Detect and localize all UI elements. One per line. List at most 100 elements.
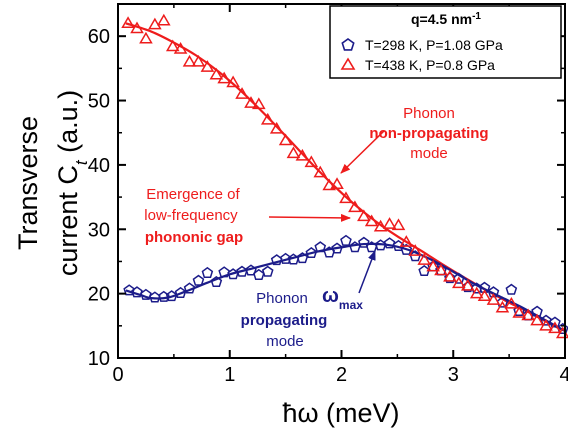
data-point-blue-pentagon: [340, 234, 352, 246]
legend-title: q=4.5 nm-1: [411, 11, 481, 28]
y-tick-label: 60: [88, 26, 110, 48]
data-point-blue-pentagon: [383, 237, 396, 249]
data-point-blue-pentagon: [540, 314, 552, 326]
data-point-red-triangle: [226, 75, 240, 88]
data-point-red-triangle: [295, 148, 310, 161]
data-point-blue-pentagon: [358, 236, 370, 248]
annotation-arrow-non-propagating: [340, 130, 385, 174]
data-point-red-triangle: [148, 17, 162, 30]
data-point-red-triangle: [200, 60, 215, 72]
data-point-red-triangle: [521, 308, 535, 321]
data-point-blue-pentagon: [400, 243, 413, 255]
annotation-phononic-gap: Emergence of low-frequency phononic gap: [144, 186, 351, 246]
y-tick-label: 50: [88, 91, 110, 113]
data-point-red-triangle: [322, 178, 337, 191]
data-point-red-triangle: [539, 318, 553, 331]
data-point-blue-pentagon: [201, 266, 214, 278]
data-point-blue-pentagon: [261, 265, 274, 277]
y-tick-label: 30: [88, 219, 110, 241]
annotation-propagating-text: propagating: [241, 312, 328, 329]
data-point-red-triangle: [504, 296, 519, 309]
x-axis-title: ħω (meV): [282, 398, 399, 428]
data-point-red-triangle: [173, 42, 188, 54]
x-tick-label: 2: [336, 364, 347, 386]
legend-entry-blue: T=298 K, P=1.08 GPa: [365, 37, 503, 53]
data-point-blue-pentagon: [331, 242, 343, 254]
data-point-blue-pentagon: [174, 286, 187, 298]
x-tick-label: 1: [224, 364, 235, 386]
data-point-blue-pentagon: [314, 241, 327, 253]
annotation-non-propagating: Phonon non-propagating mode: [340, 105, 489, 174]
data-point-red-triangle: [139, 31, 153, 44]
data-point-red-triangle: [364, 214, 379, 227]
y-axis-title-line2: current Ct (a.u.): [53, 90, 91, 276]
data-point-blue-pentagon: [470, 282, 483, 294]
x-tick-label: 4: [559, 364, 568, 386]
data-point-red-triangle: [399, 235, 414, 247]
data-point-red-triangle: [269, 121, 284, 134]
data-point-red-triangle: [495, 300, 510, 313]
y-axis-title-line1: Transverse: [13, 116, 43, 250]
fit-line-blue: [125, 242, 566, 332]
annotation-low-frequency: low-frequency: [144, 207, 238, 224]
legend-triangle-marker: [340, 57, 356, 70]
data-point-blue-pentagon: [210, 275, 223, 288]
annotation-emergence: Emergence of: [146, 186, 240, 203]
y-tick-label: 40: [88, 155, 110, 177]
data-point-red-triangle: [313, 165, 328, 178]
x-tick-label: 0: [112, 364, 123, 386]
annotation-arrow-omega-max: [358, 250, 376, 294]
data-point-red-triangle: [417, 253, 431, 265]
data-point-red-triangle: [244, 96, 258, 108]
data-point-red-triangle: [191, 54, 206, 67]
data-point-red-triangle: [408, 244, 423, 256]
data-point-blue-pentagon: [444, 272, 456, 284]
data-point-blue-pentagon: [487, 286, 500, 298]
y-tick-label: 20: [88, 284, 110, 306]
annotation-propagating: Phonon ωmax propagating mode: [241, 250, 376, 350]
fit-line-red: [125, 22, 566, 332]
data-point-red-triangle: [165, 39, 180, 52]
data-point-red-triangle: [304, 155, 319, 168]
data-point-red-triangle: [182, 54, 197, 67]
annotation-phonon-top: Phonon: [403, 105, 455, 122]
data-point-red-triangle: [477, 289, 492, 301]
data-point-red-triangle: [512, 305, 526, 318]
data-point-red-triangle: [486, 293, 501, 305]
annotation-non-propagating-text: non-propagating: [369, 125, 488, 142]
data-point-red-triangle: [130, 21, 144, 34]
data-point-blue-pentagon: [549, 316, 561, 328]
data-point-red-triangle: [382, 217, 397, 229]
data-point-red-triangle: [330, 177, 344, 189]
data-point-blue-pentagon: [349, 241, 361, 253]
data-point-blue-pentagon: [556, 322, 568, 334]
data-point-red-triangle: [548, 321, 562, 334]
annotation-mode-bottom: mode: [266, 333, 304, 350]
data-point-red-triangle: [235, 87, 249, 99]
y-tick-label: 10: [88, 348, 110, 370]
legend: q=4.5 nm-1 T=298 K, P=1.08 GPa T=438 K, …: [329, 5, 562, 79]
data-point-blue-pentagon: [305, 246, 318, 259]
data-point-red-triangle: [443, 269, 457, 282]
annotation-omega-max: ωmax: [322, 285, 363, 312]
data-point-red-triangle: [469, 286, 484, 299]
data-point-blue-pentagon: [123, 284, 135, 296]
legend-pentagon-marker: [341, 38, 355, 51]
data-point-blue-pentagon: [131, 286, 143, 298]
data-point-red-triangle: [121, 16, 135, 29]
data-point-red-triangle: [157, 13, 171, 26]
data-point-blue-pentagon: [158, 290, 170, 302]
data-point-red-triangle: [278, 133, 293, 146]
data-point-red-triangle: [426, 259, 440, 272]
data-point-blue-pentagon: [245, 264, 257, 276]
data-point-red-triangle: [260, 112, 275, 125]
data-point-red-triangle: [530, 313, 544, 326]
data-point-red-triangle: [209, 67, 224, 80]
data-point-red-triangle: [452, 276, 466, 289]
data-point-blue-pentagon: [513, 304, 525, 316]
data-point-red-triangle: [391, 218, 406, 231]
data-point-blue-pentagon: [218, 266, 230, 278]
data-point-red-triangle: [217, 71, 231, 84]
data-point-blue-pentagon: [453, 272, 465, 284]
x-tick-label: 3: [448, 364, 459, 386]
